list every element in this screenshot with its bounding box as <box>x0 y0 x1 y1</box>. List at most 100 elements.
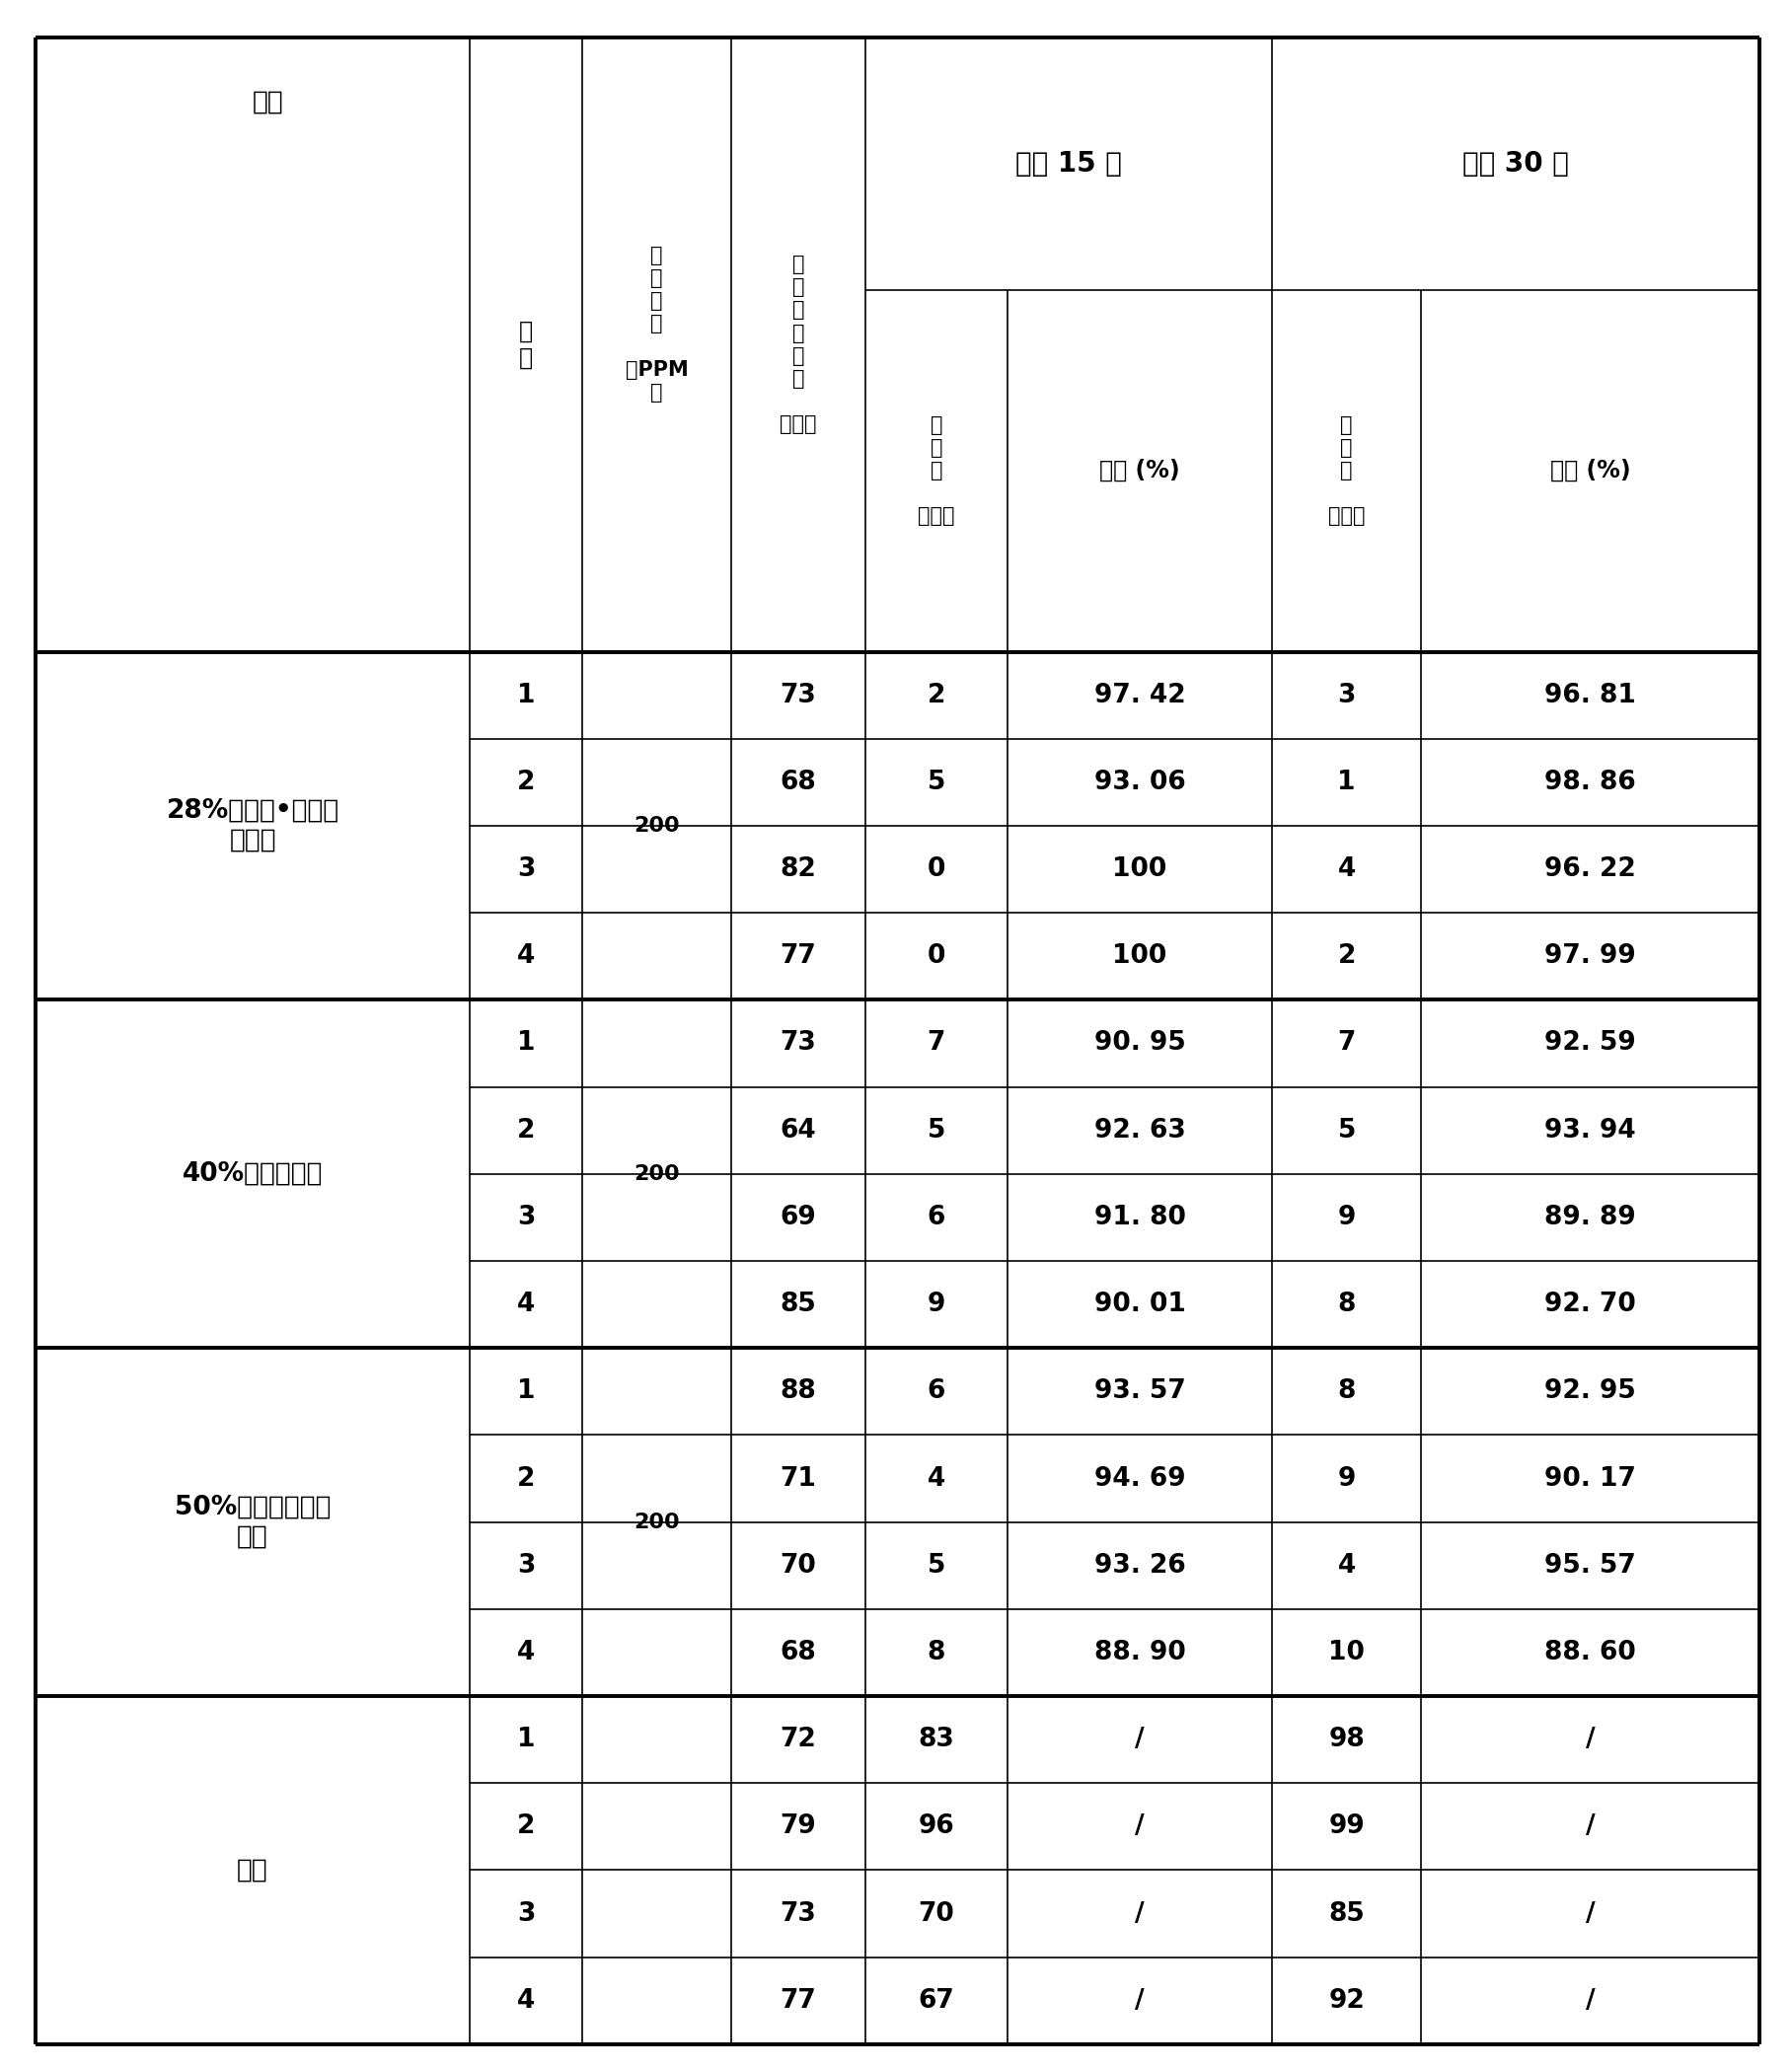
Text: 4: 4 <box>516 1291 536 1318</box>
Text: 77: 77 <box>780 1988 817 2013</box>
Text: /: / <box>1134 1988 1145 2013</box>
Text: 4: 4 <box>516 943 536 968</box>
Text: 4: 4 <box>516 1988 536 2013</box>
Text: 85: 85 <box>1328 1901 1366 1926</box>
Text: 3: 3 <box>1337 683 1357 708</box>
Text: 92. 70: 92. 70 <box>1545 1291 1636 1318</box>
Text: /: / <box>1586 1815 1595 1839</box>
Text: 4: 4 <box>516 1641 536 1666</box>
Text: 70: 70 <box>918 1901 955 1926</box>
Text: /: / <box>1586 1901 1595 1926</box>
Text: 4: 4 <box>1337 857 1357 881</box>
Text: 9: 9 <box>1337 1204 1357 1231</box>
Text: 4: 4 <box>1337 1552 1357 1579</box>
Text: 85: 85 <box>780 1291 817 1318</box>
Text: 4: 4 <box>926 1465 946 1492</box>
Text: 3: 3 <box>516 1552 536 1579</box>
Text: 93. 06: 93. 06 <box>1093 770 1186 794</box>
Text: 100: 100 <box>1113 857 1167 881</box>
Text: 77: 77 <box>780 943 817 968</box>
Text: 96: 96 <box>918 1815 955 1839</box>
Text: 2: 2 <box>516 1815 536 1839</box>
Text: 92. 59: 92. 59 <box>1545 1030 1636 1055</box>
Text: 88: 88 <box>780 1378 817 1405</box>
Text: 90. 95: 90. 95 <box>1093 1030 1186 1055</box>
Text: 9: 9 <box>926 1291 946 1318</box>
Text: 10: 10 <box>1328 1641 1366 1666</box>
Text: 0: 0 <box>926 943 946 968</box>
Text: 5: 5 <box>926 1117 946 1144</box>
Text: 98: 98 <box>1328 1728 1366 1752</box>
Text: 200: 200 <box>634 1165 679 1183</box>
Text: 6: 6 <box>926 1378 946 1405</box>
Text: 67: 67 <box>918 1988 955 2013</box>
Text: 92. 95: 92. 95 <box>1545 1378 1636 1405</box>
Text: 90. 17: 90. 17 <box>1545 1465 1636 1492</box>
Text: 药后 15 天: 药后 15 天 <box>1016 149 1122 178</box>
Text: 1: 1 <box>1337 770 1357 794</box>
Text: 清水: 清水 <box>237 1858 269 1883</box>
Text: 药
前
虫
口
基
数

（头）: 药 前 虫 口 基 数 （头） <box>780 254 817 434</box>
Text: 40%炔螨特乳油: 40%炔螨特乳油 <box>183 1161 323 1188</box>
Text: 2: 2 <box>1337 943 1357 968</box>
Text: 2: 2 <box>516 1465 536 1492</box>
Text: 2: 2 <box>926 683 946 708</box>
Text: 药后 30 天: 药后 30 天 <box>1462 149 1570 178</box>
Text: 79: 79 <box>780 1815 817 1839</box>
Text: 89. 89: 89. 89 <box>1545 1204 1636 1231</box>
Text: 93. 57: 93. 57 <box>1093 1378 1186 1405</box>
Text: 5: 5 <box>926 1552 946 1579</box>
Text: 64: 64 <box>780 1117 817 1144</box>
Text: 7: 7 <box>1337 1030 1357 1055</box>
Text: 0: 0 <box>926 857 946 881</box>
Text: 6: 6 <box>926 1204 946 1231</box>
Text: 5: 5 <box>926 770 946 794</box>
Text: /: / <box>1586 1988 1595 2013</box>
Text: 70: 70 <box>780 1552 817 1579</box>
Text: 82: 82 <box>780 857 817 881</box>
Text: 5: 5 <box>1337 1117 1357 1144</box>
Text: 68: 68 <box>780 1641 817 1666</box>
Text: 200: 200 <box>634 1512 679 1531</box>
Text: 3: 3 <box>516 1204 536 1231</box>
Text: 95. 57: 95. 57 <box>1545 1552 1636 1579</box>
Text: 200: 200 <box>634 815 679 836</box>
Text: 28%苯丁锡•炔螨特
微乳剂: 28%苯丁锡•炔螨特 微乳剂 <box>167 799 339 852</box>
Text: 1: 1 <box>516 1728 536 1752</box>
Text: 活
虫
数

（头）: 活 虫 数 （头） <box>918 416 955 526</box>
Text: 7: 7 <box>926 1030 946 1055</box>
Text: 2: 2 <box>516 770 536 794</box>
Text: 73: 73 <box>780 1030 817 1055</box>
Text: /: / <box>1134 1815 1145 1839</box>
Text: 50%苯丁锡可湿性
粉剂: 50%苯丁锡可湿性 粉剂 <box>174 1494 332 1550</box>
Text: 71: 71 <box>780 1465 817 1492</box>
Text: 92: 92 <box>1328 1988 1366 2013</box>
Text: 97. 42: 97. 42 <box>1093 683 1186 708</box>
Text: 93. 94: 93. 94 <box>1545 1117 1636 1144</box>
Text: 83: 83 <box>918 1728 955 1752</box>
Text: 72: 72 <box>780 1728 817 1752</box>
Text: 处理: 处理 <box>253 89 283 114</box>
Text: 1: 1 <box>516 683 536 708</box>
Text: 3: 3 <box>516 1901 536 1926</box>
Text: 8: 8 <box>926 1641 946 1666</box>
Text: 88. 60: 88. 60 <box>1545 1641 1636 1666</box>
Text: 96. 81: 96. 81 <box>1545 683 1636 708</box>
Text: 88. 90: 88. 90 <box>1093 1641 1186 1666</box>
Text: 73: 73 <box>780 683 817 708</box>
Text: 100: 100 <box>1113 943 1167 968</box>
Text: 68: 68 <box>780 770 817 794</box>
Text: 9: 9 <box>1337 1465 1357 1492</box>
Text: 8: 8 <box>1337 1378 1357 1405</box>
Text: 90. 01: 90. 01 <box>1093 1291 1186 1318</box>
Text: 92. 63: 92. 63 <box>1093 1117 1186 1144</box>
Text: 使
用
浓
度

（PPM
）: 使 用 浓 度 （PPM ） <box>625 246 688 401</box>
Text: /: / <box>1134 1901 1145 1926</box>
Text: 98. 86: 98. 86 <box>1545 770 1636 794</box>
Text: 99: 99 <box>1328 1815 1366 1839</box>
Text: 1: 1 <box>516 1378 536 1405</box>
Text: 96. 22: 96. 22 <box>1545 857 1636 881</box>
Text: 重
复: 重 复 <box>520 319 532 370</box>
Text: /: / <box>1586 1728 1595 1752</box>
Text: 防效 (%): 防效 (%) <box>1550 459 1631 482</box>
